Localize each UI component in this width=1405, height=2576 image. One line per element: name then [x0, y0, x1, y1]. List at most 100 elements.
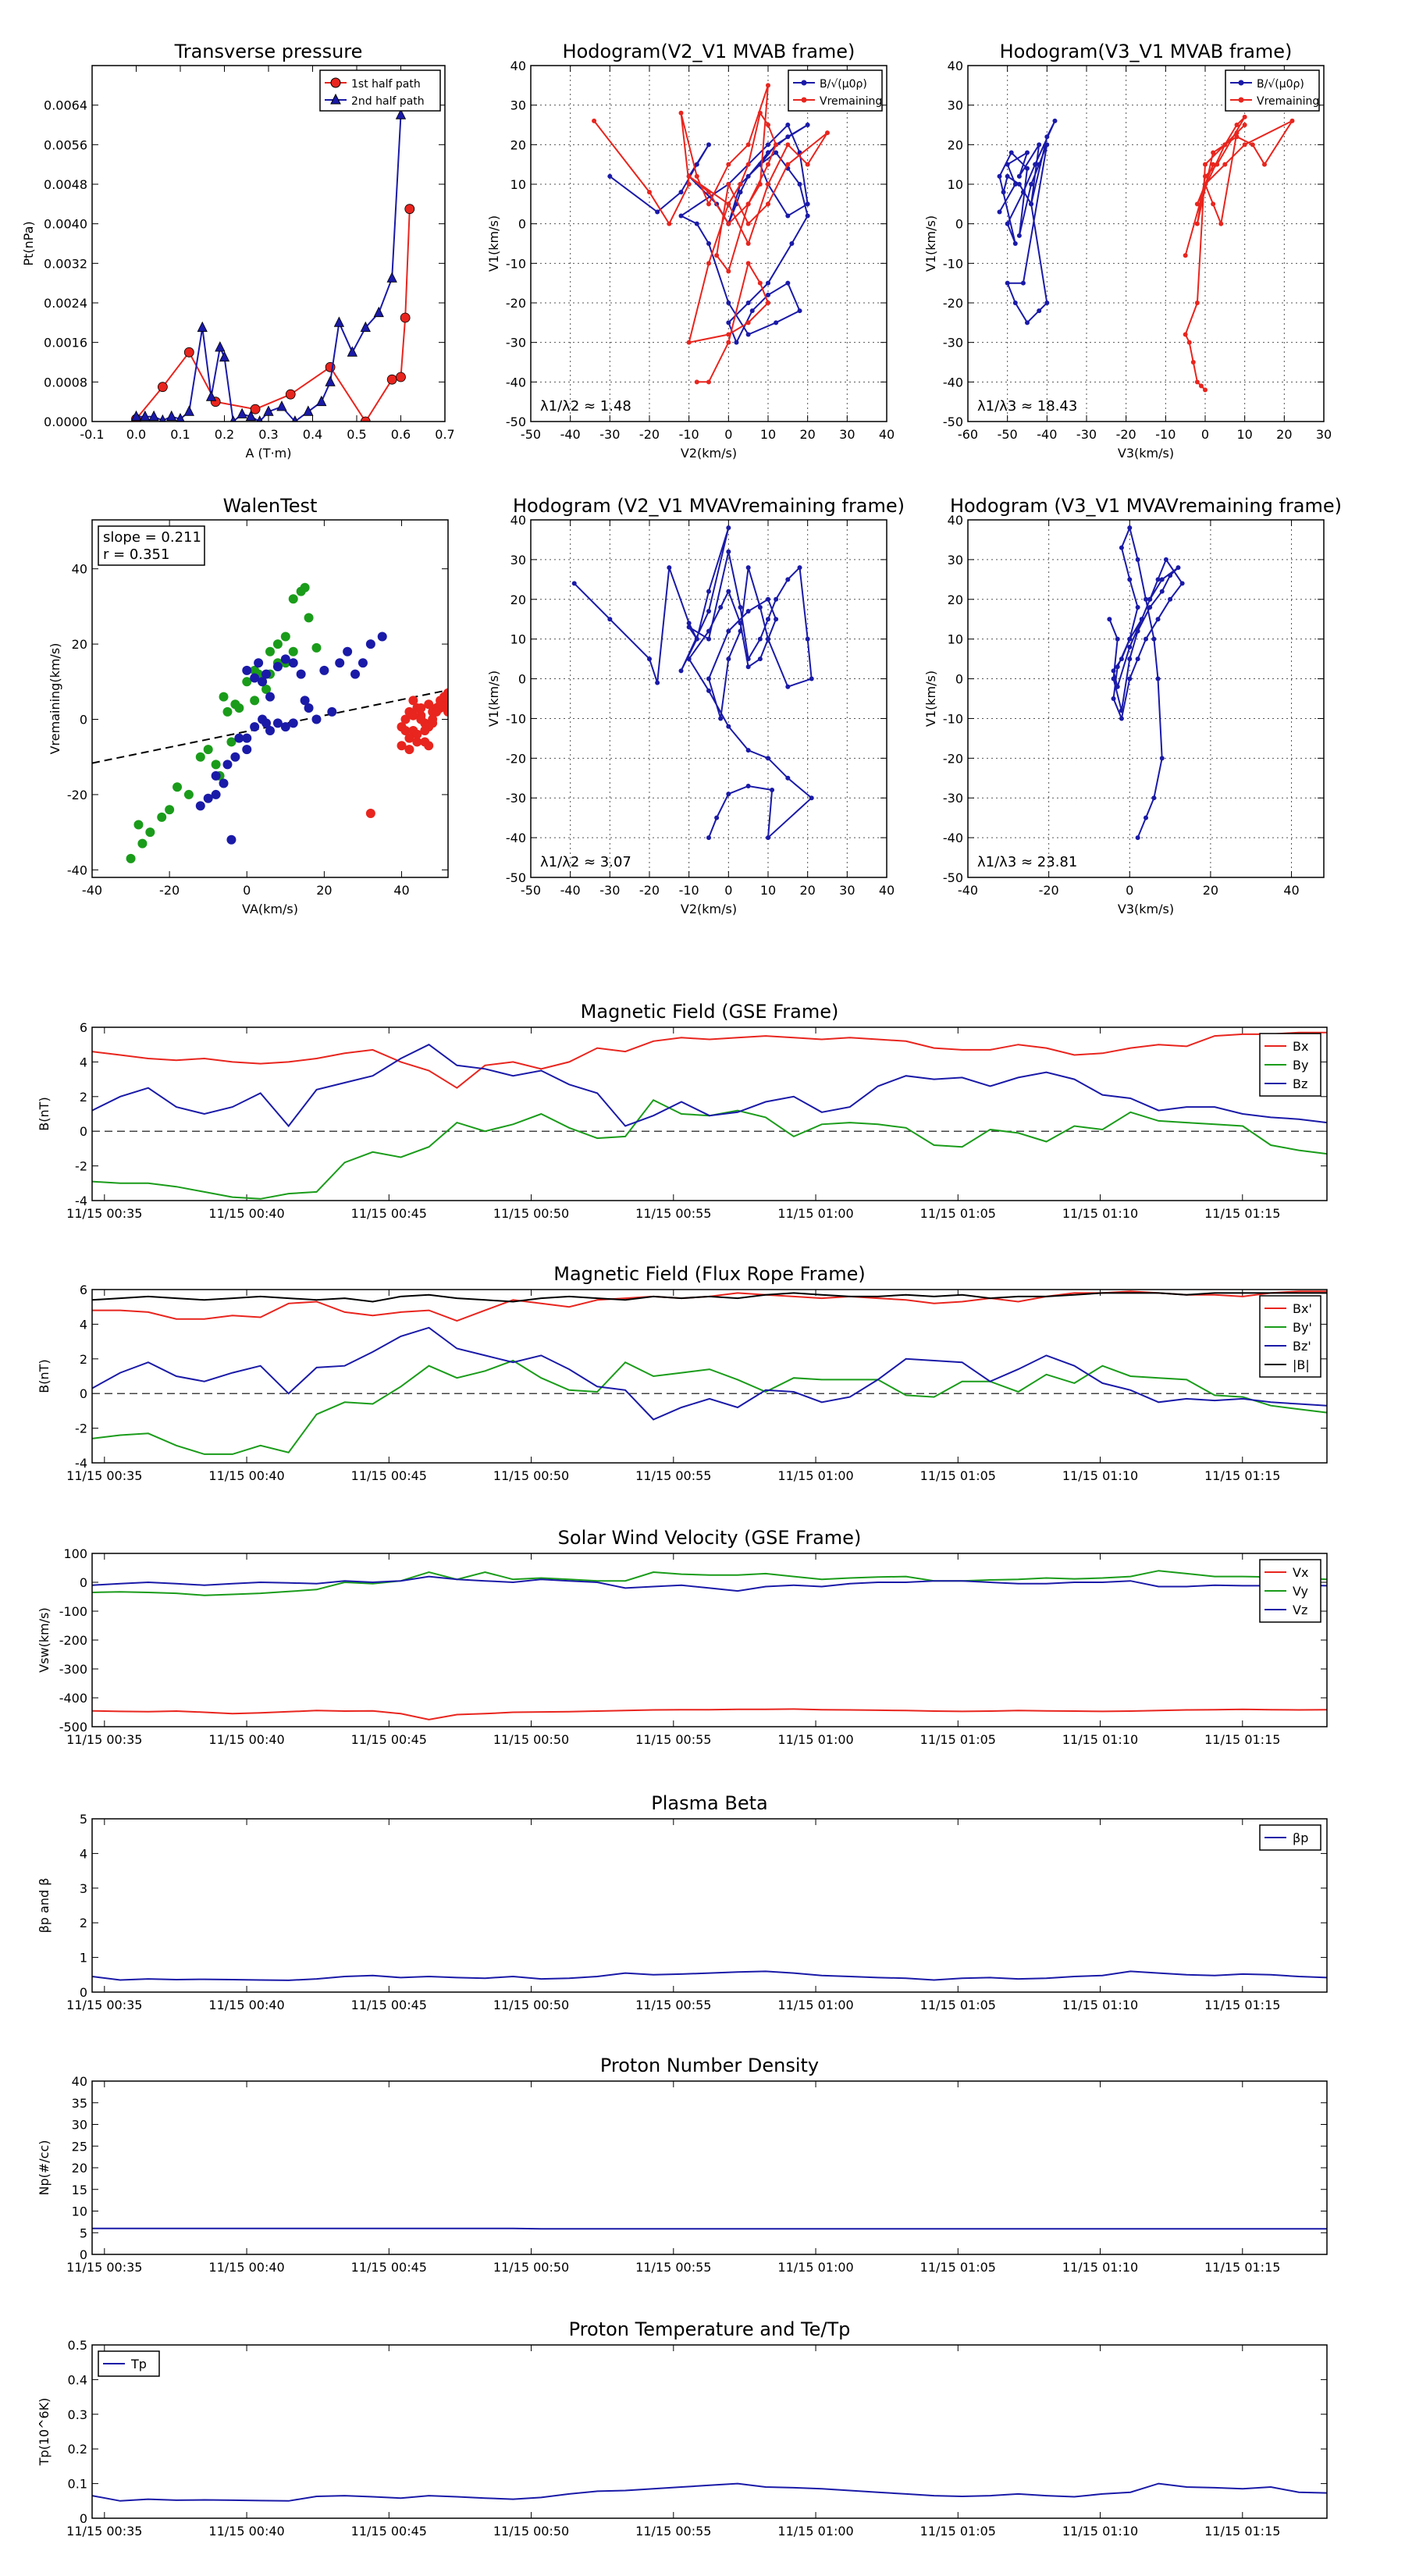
data-point [714, 815, 720, 820]
data-point [1168, 596, 1173, 602]
legend-label: |B| [1293, 1357, 1310, 1372]
plot-frame [967, 65, 1325, 422]
y-tick-label: -40 [67, 863, 87, 877]
data-point [647, 656, 652, 662]
data-point [1234, 134, 1240, 140]
data-point [1029, 182, 1034, 187]
y-tick-label: -50 [943, 415, 963, 429]
data-point [766, 636, 770, 642]
x-tick-label: 11/15 01:15 [1204, 1998, 1280, 2012]
y-tick-label: 20 [510, 137, 526, 152]
data-point [404, 733, 414, 743]
data-point [1186, 340, 1192, 345]
x-tick-label: 11/15 01:10 [1062, 2524, 1138, 2539]
y-tick-label: 0.3 [68, 2407, 87, 2422]
data-point [1159, 756, 1165, 761]
data-point [1044, 134, 1050, 140]
x-tick-label: -40 [560, 883, 581, 898]
data-point [1222, 142, 1228, 148]
data-point [350, 669, 361, 679]
data-point [1016, 173, 1022, 179]
chart-title: Hodogram(V2_V1 MVAB frame) [563, 41, 855, 62]
data-point [424, 741, 434, 751]
y-tick-label: 30 [510, 553, 526, 568]
data-point [165, 805, 175, 815]
data-point [805, 636, 810, 642]
data-point [738, 182, 743, 187]
data-point [304, 703, 314, 713]
x-tick-label: 11/15 00:50 [493, 1206, 569, 1221]
data-point [766, 292, 770, 297]
y-tick-label: 4 [80, 1317, 87, 1332]
x-tick-label: 0.4 [303, 427, 322, 442]
series-line-By' [91, 1359, 1328, 1455]
x-tick-label: 11/15 01:10 [1062, 1732, 1138, 1747]
data-point [1135, 628, 1140, 634]
x-axis-label: V2(km/s) [681, 902, 737, 916]
data-point [805, 201, 810, 207]
data-point [1262, 162, 1267, 167]
x-tick-label: 11/15 00:35 [66, 1998, 142, 2012]
data-point [766, 835, 770, 841]
y-tick-label: 0 [80, 2247, 87, 2262]
legend-label: Bz' [1293, 1339, 1311, 1354]
eigenvalue-ratio: λ1/λ2 ≈ 1.48 [540, 398, 631, 415]
y-tick-label: 0.0016 [44, 336, 87, 350]
data-point [757, 636, 763, 642]
data-point [1016, 182, 1022, 187]
x-tick-label: -40 [1037, 427, 1057, 442]
data-point [706, 636, 711, 642]
x-tick-label: 20 [1203, 883, 1218, 898]
chart-title: Solar Wind Velocity (GSE Frame) [558, 1527, 862, 1549]
x-tick-label: 11/15 00:50 [493, 1998, 569, 2012]
x-tick-label: 20 [799, 883, 815, 898]
data-point [1119, 656, 1124, 662]
y-tick-label: 0.0032 [44, 256, 87, 271]
data-point [1127, 577, 1133, 582]
chart-walen: -40 -20 0 20 40 -40 -20 0 20 40 WalenTest VA(km/s) V… [48, 495, 449, 916]
y-tick-label: 20 [510, 592, 526, 607]
x-tick-label: 11/15 00:35 [66, 2524, 142, 2539]
plot-frame [91, 2080, 1328, 2255]
x-tick-label: 40 [393, 883, 409, 898]
data-point [1005, 280, 1010, 286]
data-point [694, 379, 699, 385]
x-tick-label: 11/15 01:10 [1062, 1468, 1138, 1483]
data-point [365, 639, 375, 649]
data-point [183, 789, 194, 799]
chart-hodo3: -50 -40 -30 -20 -10 0 10 20 30 40 -50 -40 -30 -20 -10 0… [486, 495, 905, 916]
legend-label: Bx' [1293, 1301, 1312, 1316]
series-line-Vz [91, 1575, 1328, 1592]
data-point [745, 656, 751, 662]
data-point [439, 692, 448, 702]
data-point [766, 83, 770, 88]
data-point [237, 407, 247, 418]
legend-label: Vz [1293, 1603, 1307, 1617]
x-axis-label: V3(km/s) [1118, 902, 1174, 916]
data-point [242, 665, 252, 675]
legend-label: Tp [130, 2357, 147, 2371]
data-point [211, 770, 221, 781]
y-tick-label: -20 [506, 296, 526, 311]
plot-frame [91, 1818, 1328, 1993]
y-tick-label: -30 [506, 336, 526, 350]
data-point [1005, 173, 1010, 179]
data-point [706, 190, 711, 195]
data-point [197, 321, 208, 333]
data-point [176, 412, 185, 422]
y-tick-label: -50 [506, 415, 526, 429]
data-point [263, 405, 274, 416]
data-point [1194, 379, 1200, 385]
data-point [1029, 201, 1034, 207]
data-point [825, 130, 830, 136]
data-point [1127, 525, 1133, 531]
data-point [797, 308, 802, 314]
plot-area [126, 582, 448, 863]
series-line-|B| [91, 1292, 1327, 1303]
data-point [647, 190, 652, 195]
data-point [706, 241, 711, 246]
data-point [311, 642, 322, 653]
data-point [1203, 182, 1208, 187]
data-point [412, 729, 422, 739]
data-point [265, 692, 275, 702]
